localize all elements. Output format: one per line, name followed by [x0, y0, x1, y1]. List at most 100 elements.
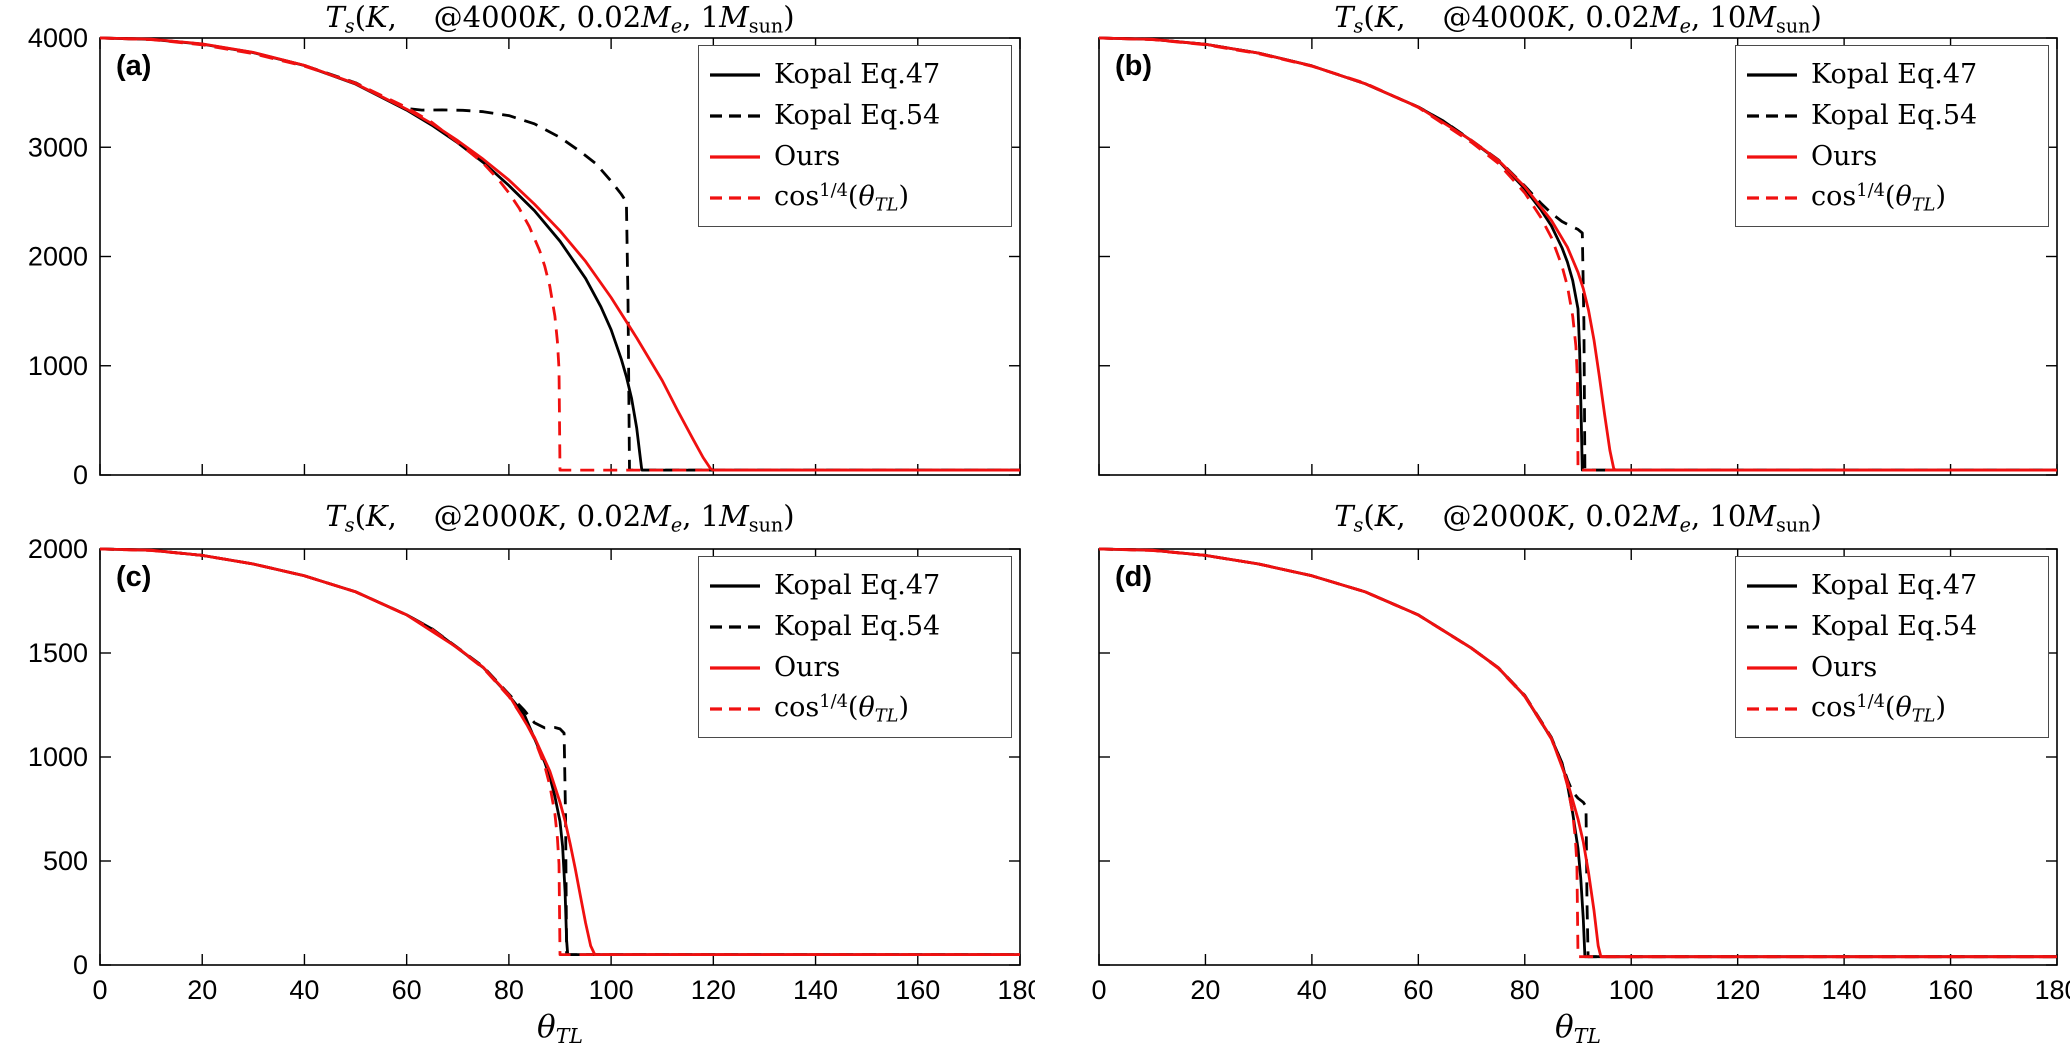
legend-item-kopal-eq-47: Kopal Eq.47 [709, 565, 997, 606]
legend-item-kopal-eq-47: Kopal Eq.47 [709, 54, 997, 95]
x-tick-label: 120 [691, 975, 736, 1005]
legend-label: cos1/4(θTL) [774, 690, 909, 727]
series-kopal-eq-54-line [99, 36, 1020, 472]
legend-line-sample [710, 624, 760, 629]
legend-label: Kopal Eq.54 [774, 611, 941, 642]
legend-item-kopal-eq-47: Kopal Eq.47 [1746, 565, 2034, 606]
panel-c-letter: (c) [116, 561, 152, 593]
legend-item-cos-1-4-tl: cos1/4(θTL) [709, 177, 997, 218]
x-tick-label: 60 [1403, 975, 1433, 1005]
legend-label: Kopal Eq.54 [1811, 611, 1978, 642]
x-tick-label: 160 [895, 975, 940, 1005]
panel-c-title: Ts(K, @2000K, 0.02Me, 1Msun) [325, 499, 795, 537]
y-tick-label: 2000 [28, 242, 88, 272]
legend-line-sample [1747, 583, 1797, 588]
series-cos-1-4-tl-line [99, 36, 1020, 472]
legend-label: Ours [1811, 141, 1878, 172]
panel-b-letter: (b) [1115, 50, 1153, 82]
panel-b: Ts(K, @4000K, 0.02Me, 10Msun) (b) Kopal … [1035, 0, 2070, 505]
panel-b-legend: Kopal Eq.47 Kopal Eq.54 Ours cos1/4(θTL) [1735, 45, 2049, 227]
legend-item-kopal-eq-54: Kopal Eq.54 [709, 606, 997, 647]
x-tick-label: 0 [1091, 975, 1106, 1005]
x-tick-label: 100 [1609, 975, 1654, 1005]
legend-label: cos1/4(θTL) [1811, 690, 1946, 727]
legend-line-sample [1747, 624, 1797, 629]
legend-item-cos-1-4-tl: cos1/4(θTL) [709, 688, 997, 729]
x-tick-label: 120 [1715, 975, 1760, 1005]
x-tick-label: 60 [392, 975, 422, 1005]
legend-line-sample [710, 665, 760, 670]
legend-label: Ours [774, 652, 841, 683]
x-tick-label: 140 [793, 975, 838, 1005]
legend-item-cos-1-4-tl: cos1/4(θTL) [1746, 177, 2034, 218]
legend-line-sample [710, 154, 760, 159]
legend-label: Kopal Eq.47 [774, 570, 941, 601]
panel-a-title: Ts(K, @4000K, 0.02Me, 1Msun) [325, 0, 795, 38]
x-tick-label: 180 [2034, 975, 2070, 1005]
x-tick-label: 40 [1297, 975, 1327, 1005]
legend-line-sample [710, 583, 760, 588]
legend-line-sample [1747, 154, 1797, 159]
series-cos-1-4-tl-line [1098, 547, 2057, 959]
panel-c-legend: Kopal Eq.47 Kopal Eq.54 Ours cos1/4(θTL) [698, 556, 1012, 738]
panel-c: 0 20 40 60 80 100 120 140 160 180 0 500 1000 1500 2000… [0, 499, 1035, 1051]
x-tick-label: 180 [997, 975, 1035, 1005]
series-cos-1-4-tl-line [1098, 36, 2057, 472]
panel-d-xlabel: θTL [1555, 1009, 1601, 1049]
legend-label: Kopal Eq.54 [1811, 100, 1978, 131]
panel-b-plot-area [1098, 36, 2058, 476]
legend-line-sample [710, 706, 760, 711]
legend-item-kopal-eq-47: Kopal Eq.47 [1746, 54, 2034, 95]
panel-a-plot-area: 0 1000 2000 3000 4000 [28, 23, 1021, 490]
y-tick-label: 1000 [28, 742, 88, 772]
panel-d-legend: Kopal Eq.47 Kopal Eq.54 Ours cos1/4(θTL) [1735, 556, 2049, 738]
legend-item-ours: Ours [1746, 136, 2034, 177]
x-tick-label: 20 [1190, 975, 1220, 1005]
x-tick-label: 100 [589, 975, 634, 1005]
y-tick-label: 500 [43, 846, 88, 876]
y-tick-label: 1000 [28, 351, 88, 381]
y-tick-label: 0 [73, 950, 88, 980]
series-cos-1-4-tl-line [99, 547, 1020, 956]
legend-item-kopal-eq-54: Kopal Eq.54 [1746, 95, 2034, 136]
panel-b-title: Ts(K, @4000K, 0.02Me, 10Msun) [1334, 0, 1822, 38]
legend-item-kopal-eq-54: Kopal Eq.54 [1746, 606, 2034, 647]
legend-line-sample [1747, 195, 1797, 200]
legend-label: Kopal Eq.47 [1811, 570, 1978, 601]
legend-item-ours: Ours [1746, 647, 2034, 688]
legend-line-sample [1747, 665, 1797, 670]
series-ours-line [99, 547, 1020, 956]
legend-label: cos1/4(θTL) [774, 179, 909, 216]
legend-label: Kopal Eq.47 [1811, 59, 1978, 90]
panel-d-plot-area: 0 20 40 60 80 100 120 140 160 180 [1091, 547, 2070, 1005]
legend-line-sample [1747, 72, 1797, 77]
x-tick-label: 40 [289, 975, 319, 1005]
y-tick-label: 4000 [28, 23, 88, 53]
legend-line-sample [1747, 706, 1797, 711]
legend-label: Kopal Eq.47 [774, 59, 941, 90]
legend-item-kopal-eq-54: Kopal Eq.54 [709, 95, 997, 136]
legend-label: Kopal Eq.54 [774, 100, 941, 131]
x-tick-label: 140 [1822, 975, 1867, 1005]
x-tick-label: 20 [187, 975, 217, 1005]
x-tick-label: 0 [92, 975, 107, 1005]
x-tick-label: 80 [1510, 975, 1540, 1005]
panel-c-xlabel: θTL [537, 1009, 583, 1049]
x-tick-label: 80 [494, 975, 524, 1005]
panel-d-letter: (d) [1115, 561, 1153, 593]
legend-item-ours: Ours [709, 647, 997, 688]
panel-a-letter: (a) [116, 50, 152, 82]
legend-line-sample [1747, 113, 1797, 118]
legend-line-sample [710, 195, 760, 200]
y-tick-label: 2000 [28, 534, 88, 564]
panel-d-title: Ts(K, @2000K, 0.02Me, 10Msun) [1334, 499, 1822, 537]
legend-item-ours: Ours [709, 136, 997, 177]
legend-item-cos-1-4-tl: cos1/4(θTL) [1746, 688, 2034, 729]
y-tick-label: 0 [73, 460, 88, 490]
legend-label: cos1/4(θTL) [1811, 179, 1946, 216]
panel-a-legend: Kopal Eq.47 Kopal Eq.54 Ours cos1/4(θTL) [698, 45, 1012, 227]
x-tick-label: 160 [1928, 975, 1973, 1005]
panel-d: 0 20 40 60 80 100 120 140 160 180 Ts(K, @2000K, 0… [1035, 499, 2070, 1051]
panel-c-plot-area: 0 20 40 60 80 100 120 140 160 180 0 500 1000 1500 2000 [28, 534, 1035, 1005]
